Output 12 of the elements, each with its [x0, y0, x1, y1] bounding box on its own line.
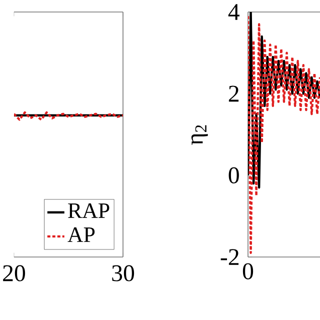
y-tick-label: 4	[228, 4, 240, 20]
legend-label: RAP	[68, 203, 110, 218]
y-tick-label: 0	[228, 167, 239, 184]
legend-label: AP	[68, 227, 95, 242]
y-tick-label: 2	[228, 86, 239, 102]
x-tick-label: 20	[3, 265, 26, 282]
x-tick-label: 30	[112, 265, 134, 282]
line-series	[248, 14, 320, 254]
y-axis-title: η$_{2}$	[191, 125, 208, 145]
text: 0	[242, 263, 254, 280]
line-series	[248, 12, 320, 189]
y-tick-label: -2	[220, 249, 239, 265]
